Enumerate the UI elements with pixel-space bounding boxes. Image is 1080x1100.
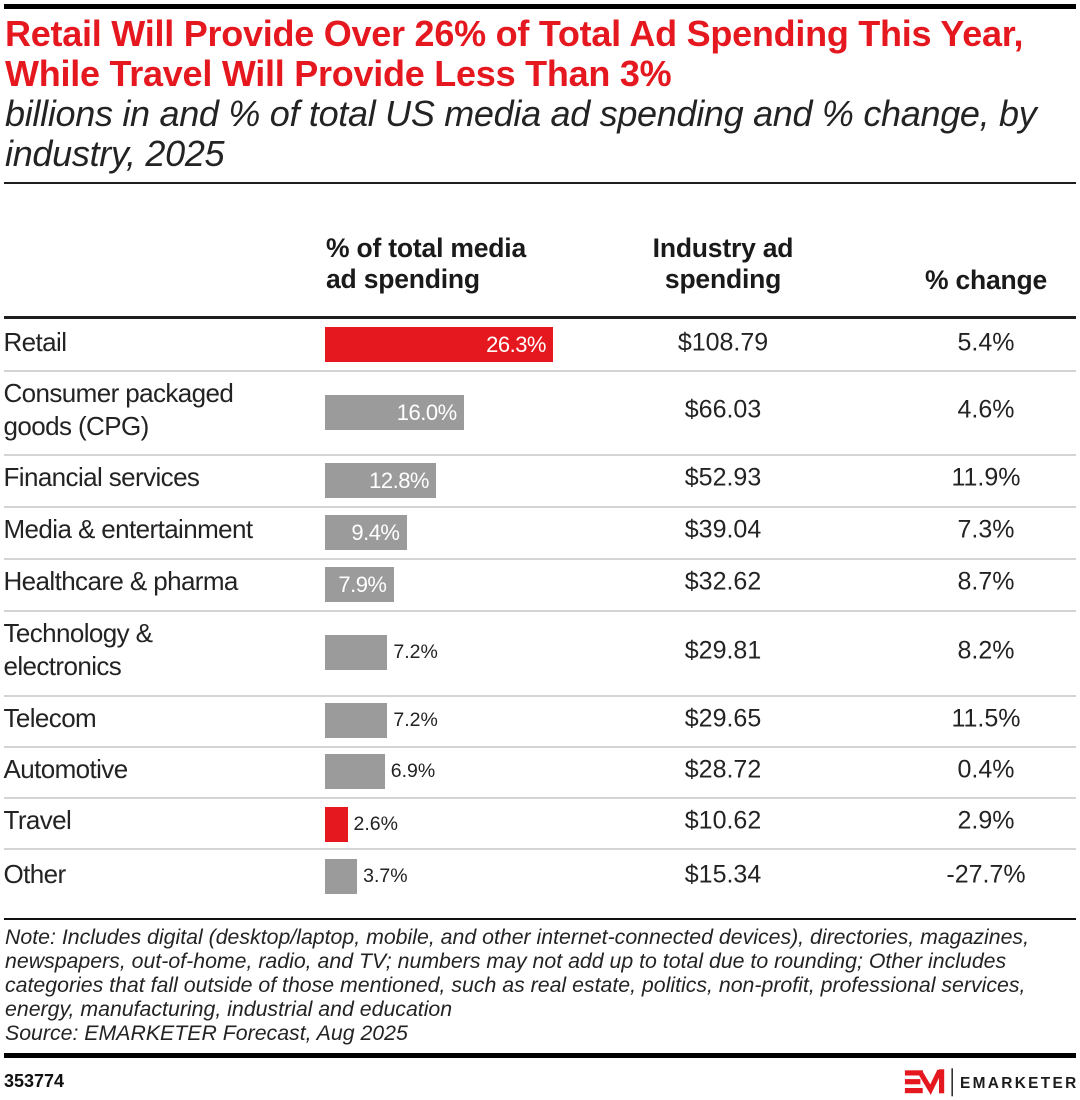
svg-text:EMARKETER: EMARKETER	[960, 1075, 1079, 1092]
